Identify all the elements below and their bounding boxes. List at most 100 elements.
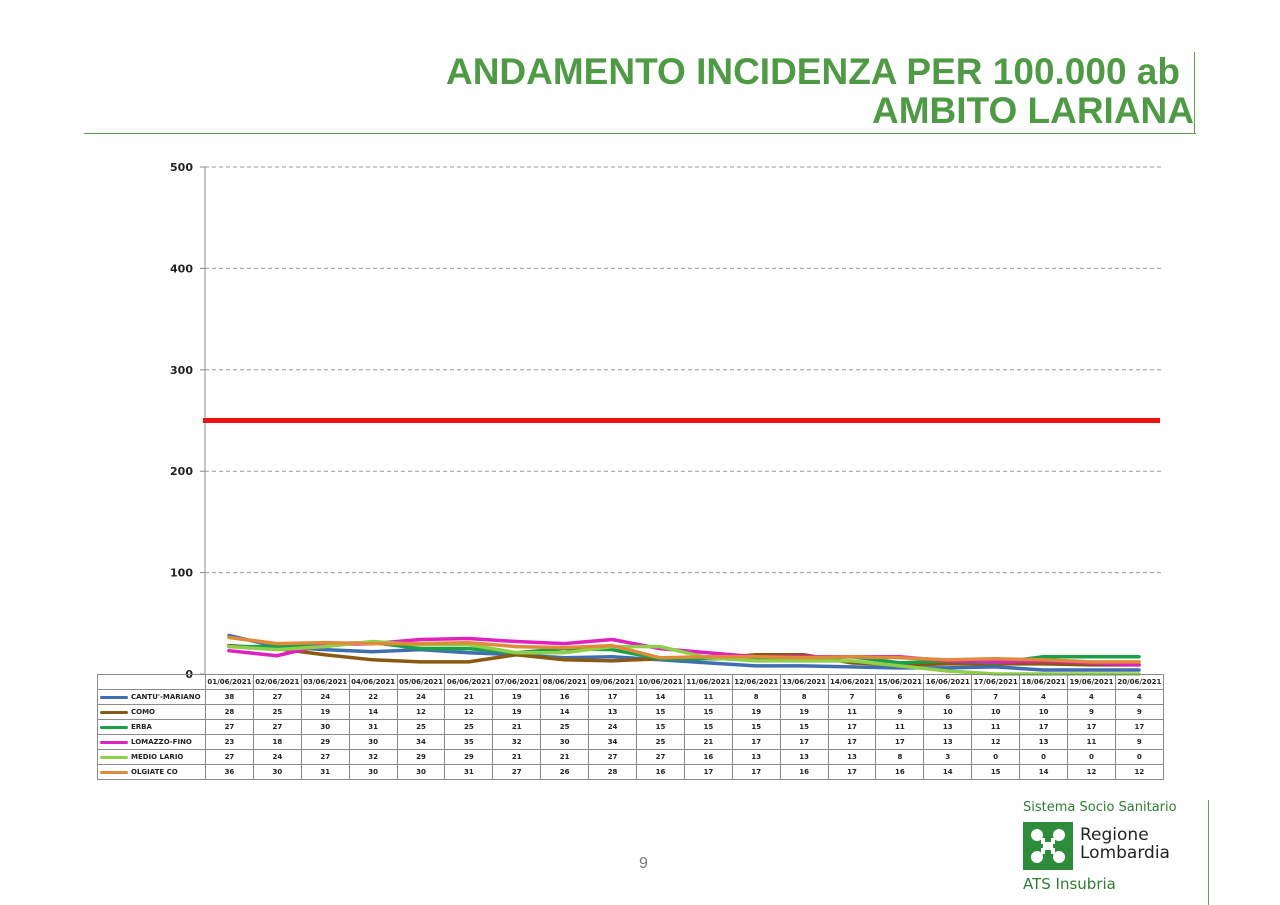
legend-label: MEDIO LARIO (131, 753, 184, 761)
table-header-date: 20/06/2021 (1114, 674, 1164, 690)
y-tick-label: 100 (170, 567, 193, 580)
table-cell: 8 (875, 749, 925, 765)
table-row: MEDIO LARIO 27 24 27 32 29 29 21 21 27 27 16 13 13 13 8… (97, 749, 1164, 765)
table-cell: 12 (444, 704, 494, 720)
table-cell: 21 (492, 749, 542, 765)
legend-swatch (100, 710, 128, 714)
table-cell: 27 (252, 689, 302, 705)
table-cell: 29 (396, 749, 446, 765)
table-cell: 10 (923, 704, 973, 720)
table-cell: 19 (492, 704, 542, 720)
table-cell: 29 (300, 734, 350, 750)
table-cell: 17 (827, 719, 877, 735)
y-tick-label: 300 (170, 364, 193, 377)
table-cell: 36 (205, 764, 254, 780)
table-corner-cell (97, 674, 206, 690)
table-row: COMO 28 25 19 14 12 12 19 14 13 15 15 19 19 11 9 10 10 10 9… (97, 704, 1164, 720)
table-cell: 27 (205, 749, 254, 765)
y-tick-label: 500 (170, 161, 193, 174)
table-cell: 27 (588, 749, 638, 765)
table-cell: 15 (636, 719, 685, 735)
table-cell: 12 (396, 704, 446, 720)
table-cell: 22 (348, 689, 398, 705)
table-cell: 4 (1114, 689, 1164, 705)
table-cell: 19 (779, 704, 829, 720)
table-cell: 30 (396, 764, 446, 780)
table-cell: 34 (396, 734, 446, 750)
table-header-date: 08/06/2021 (540, 674, 590, 690)
table-cell: 32 (348, 749, 398, 765)
table-cell: 13 (779, 749, 829, 765)
table-header-date: 19/06/2021 (1067, 674, 1116, 690)
table-cell: 27 (492, 764, 542, 780)
legend-swatch (100, 740, 128, 744)
table-cell: 8 (779, 689, 829, 705)
table-cell: 30 (300, 719, 350, 735)
table-header-date: 06/06/2021 (444, 674, 494, 690)
table-cell: 13 (731, 749, 781, 765)
slide-title: ANDAMENTO INCIDENZA PER 100.000 ab AMBIT… (446, 52, 1194, 130)
table-cell: 30 (252, 764, 302, 780)
table-cell: 16 (779, 764, 829, 780)
table-header-date: 12/06/2021 (731, 674, 781, 690)
title-underline (84, 133, 1196, 134)
table-cell: 10 (1019, 704, 1069, 720)
table-row-label: COMO (97, 704, 206, 720)
table-cell: 25 (444, 719, 494, 735)
table-cell: 17 (1019, 719, 1069, 735)
table-header-date: 10/06/2021 (636, 674, 685, 690)
table-cell: 11 (1067, 734, 1116, 750)
table-header-date: 11/06/2021 (683, 674, 733, 690)
table-cell: 24 (588, 719, 638, 735)
table-header-date: 01/06/2021 (205, 674, 254, 690)
table-cell: 14 (348, 704, 398, 720)
table-header-date: 16/06/2021 (923, 674, 973, 690)
table-cell: 25 (540, 719, 590, 735)
table-cell: 12 (1067, 764, 1116, 780)
table-cell: 17 (731, 734, 781, 750)
table-header-date: 18/06/2021 (1019, 674, 1069, 690)
table-cell: 15 (636, 704, 685, 720)
y-tick-label: 400 (170, 262, 193, 275)
legend-label: LOMAZZO-FINO (131, 738, 192, 746)
table-cell: 17 (875, 734, 925, 750)
table-cell: 0 (1067, 749, 1116, 765)
legend-swatch (100, 725, 128, 729)
table-cell: 19 (731, 704, 781, 720)
legend-swatch (100, 755, 128, 759)
table-cell: 24 (252, 749, 302, 765)
y-tick-label: 200 (170, 465, 193, 478)
table-header-date: 04/06/2021 (348, 674, 398, 690)
table-row: LOMAZZO-FINO 23 18 29 30 34 35 32 30 34 25 21 17 17 17… (97, 734, 1164, 750)
table-cell: 25 (252, 704, 302, 720)
table-cell: 0 (971, 749, 1021, 765)
legend-label: OLGIATE CO (131, 768, 178, 776)
data-table: 01/06/2021 02/06/2021 03/06/2021 04/06/2021… (97, 674, 1164, 780)
table-header-date: 17/06/2021 (971, 674, 1021, 690)
table-header-date: 09/06/2021 (588, 674, 638, 690)
legend-swatch (100, 695, 128, 699)
regione-lombardia-logo-icon (1023, 822, 1073, 870)
table-cell: 12 (971, 734, 1021, 750)
table-cell: 0 (1114, 749, 1164, 765)
page-number: 9 (639, 855, 648, 872)
logo-name-line-1: Regione (1080, 825, 1149, 845)
table-cell: 10 (971, 704, 1021, 720)
table-cell: 17 (1067, 719, 1116, 735)
table-cell: 9 (1114, 734, 1164, 750)
table-header-date: 15/06/2021 (875, 674, 925, 690)
table-cell: 17 (827, 764, 877, 780)
table-cell: 31 (444, 764, 494, 780)
table-cell: 30 (540, 734, 590, 750)
table-cell: 17 (1114, 719, 1164, 735)
table-cell: 27 (205, 719, 254, 735)
table-cell: 9 (875, 704, 925, 720)
table-cell: 8 (731, 689, 781, 705)
logo-name: Regione Lombardia (1080, 826, 1170, 862)
title-vertical-rule (1194, 52, 1195, 134)
table-header-date: 07/06/2021 (492, 674, 542, 690)
table-cell: 15 (779, 719, 829, 735)
table-cell: 17 (588, 689, 638, 705)
table-cell: 17 (827, 734, 877, 750)
